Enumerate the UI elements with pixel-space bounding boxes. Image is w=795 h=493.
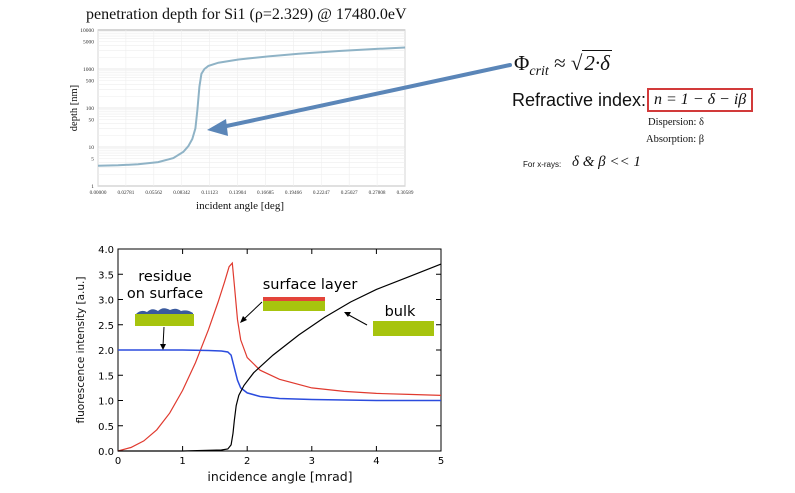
top-x-tick-label: 0.16685 xyxy=(257,190,274,196)
top-x-tick-label: 0.22247 xyxy=(313,190,330,196)
bottom-y-tick-label: 3.5 xyxy=(98,270,114,281)
top-x-tick-label: 0.02781 xyxy=(117,190,134,196)
critical-angle-equation: Φcrit ≈ √2·δ xyxy=(514,50,612,80)
residue-pointer-line xyxy=(162,326,165,347)
top-y-tick-label: 10 xyxy=(89,145,95,151)
bulk-curve xyxy=(118,263,442,452)
residue-label-line1: residue xyxy=(138,269,192,285)
top-chart-depth-curve xyxy=(97,46,406,167)
surface-pointer-line xyxy=(242,301,263,321)
bulk-pointer-head xyxy=(344,312,351,317)
top-x-tick-label: 0.25027 xyxy=(341,190,358,196)
arrow-shaft xyxy=(220,63,512,129)
top-y-tick-label: 5 xyxy=(91,157,94,163)
surface-layer-label: surface layer xyxy=(263,277,358,293)
top-x-tick-label: 0.00000 xyxy=(90,190,107,196)
bottom-chart-x-ticks: 0 1 2 3 4 5 xyxy=(115,249,444,467)
critical-angle-arrow xyxy=(207,63,512,136)
top-y-tick-label: 10000 xyxy=(80,28,94,34)
residue-particles xyxy=(136,308,193,314)
absorption-label: Absorption: β xyxy=(646,134,705,145)
sqrt-sign: √ xyxy=(570,51,583,75)
bottom-chart: 0.0 0.5 1.0 1.5 2.0 2.5 3.0 3.5 4.0 0 1 2 3 4 5 incid… xyxy=(75,245,444,484)
top-chart-title: penetration depth for Si1 (ρ=2.329) @ 17… xyxy=(86,6,407,23)
xray-label: For x-rays: xyxy=(523,160,562,169)
top-chart-y-ticks: 1 5 10 50 100 500 1000 5000 10000 xyxy=(80,28,94,190)
refractive-index-label: Refractive index: xyxy=(512,90,647,110)
bottom-x-tick-label: 1 xyxy=(179,456,185,467)
top-y-tick-label: 5000 xyxy=(83,40,94,46)
approx-sign: ≈ xyxy=(548,51,571,75)
bottom-y-tick-label: 2.5 xyxy=(98,321,114,332)
arrow-head xyxy=(207,119,228,136)
top-y-tick-label: 1000 xyxy=(83,67,94,73)
surface-pointer-head xyxy=(240,316,247,323)
top-y-tick-label: 100 xyxy=(86,106,95,112)
top-y-tick-label: 50 xyxy=(89,118,95,124)
bulk-label: bulk xyxy=(385,304,416,320)
residue-pointer-head xyxy=(160,344,166,350)
residue-label-line2: on surface xyxy=(127,286,203,302)
bulk-substrate-block xyxy=(373,321,434,336)
top-chart: 1 5 10 50 100 500 1000 5000 10000 0.00000 0.02781… xyxy=(69,28,414,212)
bottom-y-tick-label: 1.0 xyxy=(98,397,114,408)
top-chart-grid xyxy=(97,30,406,187)
bottom-y-tick-label: 2.0 xyxy=(98,346,114,357)
phi-symbol: Φ xyxy=(514,51,530,75)
dispersion-label: Dispersion: δ xyxy=(648,117,704,128)
residue-curve xyxy=(118,349,441,402)
bottom-x-tick-label: 0 xyxy=(115,456,121,467)
top-x-tick-label: 0.11123 xyxy=(201,190,218,196)
top-x-tick-label: 0.30589 xyxy=(397,190,414,196)
top-chart-x-label: incident angle [deg] xyxy=(196,200,284,212)
top-chart-x-ticks: 0.00000 0.02781 0.05562 0.08342 0.11123 0.139… xyxy=(90,190,414,196)
surface-layer-curve xyxy=(117,261,442,452)
bottom-x-tick-label: 3 xyxy=(309,456,315,467)
top-x-tick-label: 0.08342 xyxy=(173,190,190,196)
phi-subscript: crit xyxy=(529,64,549,80)
bottom-y-tick-label: 3.0 xyxy=(98,296,114,307)
top-y-tick-label: 1 xyxy=(91,184,94,190)
surface-layer-substrate-block xyxy=(263,301,325,311)
top-x-tick-label: 0.13904 xyxy=(229,190,246,196)
bottom-chart-y-ticks: 0.0 0.5 1.0 1.5 2.0 2.5 3.0 3.5 4.0 xyxy=(98,245,441,458)
top-x-tick-label: 0.05562 xyxy=(145,190,162,196)
top-x-tick-label: 0.19466 xyxy=(285,190,302,196)
residue-substrate-block xyxy=(135,314,194,326)
bulk-pointer-line xyxy=(346,313,368,326)
top-x-tick-label: 0.27808 xyxy=(369,190,386,196)
bottom-chart-x-label: incidence angle [mrad] xyxy=(207,469,352,484)
bottom-x-tick-label: 4 xyxy=(373,456,379,467)
surface-layer-red-block xyxy=(263,297,325,301)
sqrt-body: 2·δ xyxy=(582,50,612,75)
bottom-chart-y-label: fluorescence intensity [a.u.] xyxy=(75,277,87,424)
refractive-index-formula: n = 1 − δ − iβ xyxy=(647,88,754,112)
bottom-x-tick-label: 5 xyxy=(438,456,444,467)
bottom-y-tick-label: 1.5 xyxy=(98,371,114,382)
bottom-y-tick-label: 0.0 xyxy=(98,447,114,458)
bottom-y-tick-label: 4.0 xyxy=(98,245,114,256)
bottom-y-tick-label: 0.5 xyxy=(98,422,114,433)
bottom-x-tick-label: 2 xyxy=(244,456,250,467)
top-chart-y-label: depth [nm] xyxy=(69,85,80,131)
xray-condition: δ & β << 1 xyxy=(572,154,641,170)
top-y-tick-label: 500 xyxy=(86,79,95,85)
